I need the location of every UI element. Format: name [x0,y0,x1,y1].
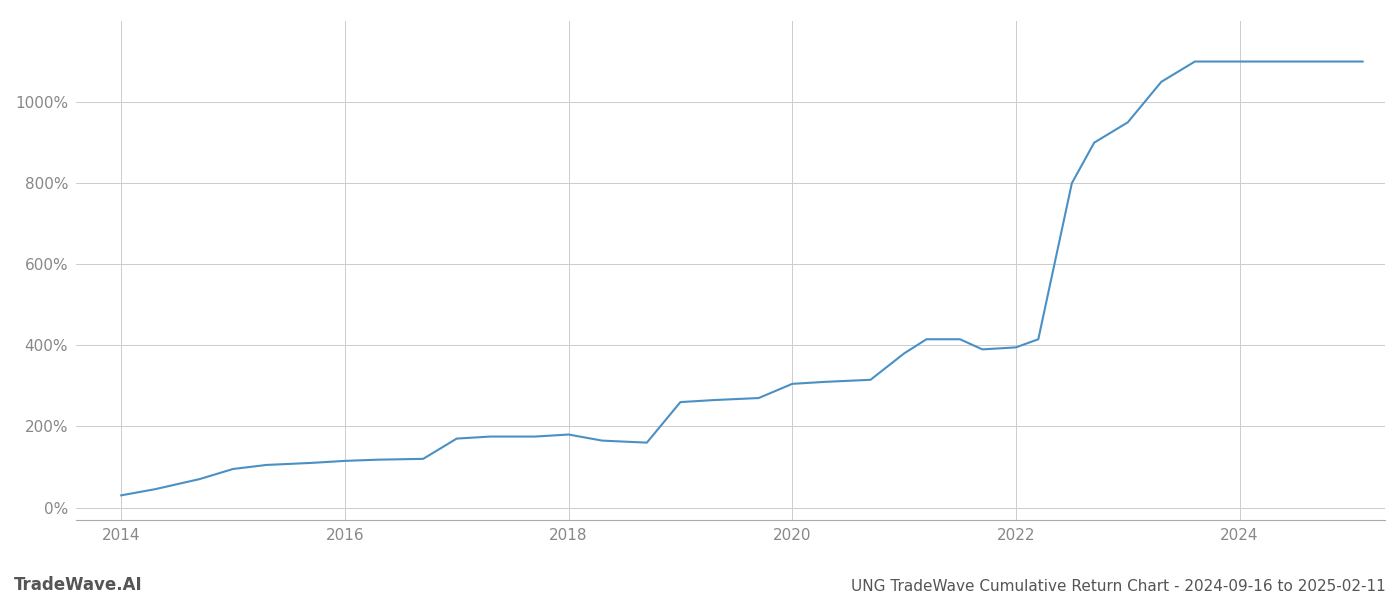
Text: TradeWave.AI: TradeWave.AI [14,576,143,594]
Text: UNG TradeWave Cumulative Return Chart - 2024-09-16 to 2025-02-11: UNG TradeWave Cumulative Return Chart - … [851,579,1386,594]
